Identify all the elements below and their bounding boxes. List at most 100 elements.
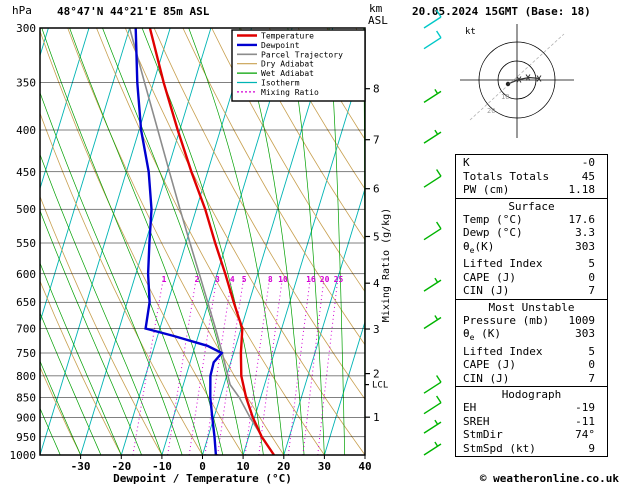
- stat-row: CIN (J) 7: [456, 284, 607, 298]
- altitude-unit-km: km: [369, 2, 383, 15]
- pressure-tick-label: 350: [16, 77, 36, 90]
- wind-barb: [423, 169, 442, 188]
- legend-label: Dry Adiabat: [261, 60, 314, 69]
- wind-barb: [423, 89, 442, 103]
- stat-label: PW (cm): [463, 183, 510, 196]
- stat-value: 3.3: [575, 226, 595, 239]
- legend-label: Mixing Ratio: [261, 88, 319, 97]
- hodograph-unit-label: kt: [465, 27, 476, 37]
- wind-barb: [423, 277, 442, 292]
- altitude-tick-label: 6: [373, 183, 380, 196]
- mixing-ratio-label: 4: [230, 275, 235, 284]
- altitude-tick-label: 3: [373, 323, 380, 336]
- stat-row: CIN (J) 7: [456, 372, 607, 386]
- wind-barb: [423, 129, 442, 144]
- stat-value: 9: [588, 441, 595, 455]
- temperature-tick-label: 40: [358, 460, 371, 473]
- stat-value: 5: [588, 257, 595, 271]
- stat-value: 5: [588, 344, 595, 358]
- altitude-tick-label: 4: [373, 277, 380, 290]
- right-panel: kt 10 20 K -0 Totals Totals 45 PW (cm) 1.18 Su…: [455, 14, 608, 458]
- stat-label: StmDir: [463, 428, 503, 442]
- temperature-tick-label: -10: [152, 460, 172, 473]
- stat-label: SREH: [463, 414, 490, 428]
- stat-row: CAPE (J) 0: [456, 358, 607, 372]
- altitude-tick-label: 7: [373, 134, 380, 147]
- stat-row: Dewp (°C) 3.3: [456, 226, 607, 240]
- temperature-tick-label: 0: [199, 460, 206, 473]
- pressure-tick-label: 850: [16, 391, 36, 404]
- mixing-ratio-axis-title: Mixing Ratio (g/kg): [381, 208, 392, 322]
- stat-label: K: [463, 156, 470, 169]
- wind-barb: [423, 441, 442, 456]
- x-axis-title: Dewpoint / Temperature (°C): [113, 472, 292, 485]
- temperature-tick-label: 30: [318, 460, 331, 473]
- pressure-axis-labels: hPa 300 350 400 450 500 550 600 650 700 750 800 850 9…: [10, 4, 37, 462]
- wind-barb: [423, 30, 442, 50]
- wind-barb: [423, 221, 442, 241]
- wind-barb: [423, 395, 442, 415]
- altitude-tick-label: 2: [373, 368, 380, 381]
- stat-value: 303: [575, 239, 595, 253]
- stats-section-hodograph-title: Hodograph: [501, 388, 562, 402]
- pressure-tick-label: 400: [16, 124, 36, 137]
- legend-label: Temperature: [261, 32, 314, 41]
- stat-row: StmSpd (kt) 9: [456, 442, 607, 456]
- stat-row: Lifted Index 5: [456, 257, 607, 271]
- pressure-tick-label: 300: [16, 22, 36, 35]
- mixing-ratio-label: 16: [306, 275, 316, 284]
- stat-value: 17.6: [568, 212, 596, 226]
- stat-label: Lifted Index: [463, 257, 543, 271]
- wind-barb: [423, 419, 442, 434]
- stat-row: Lifted Index 5: [456, 345, 607, 359]
- pressure-unit-label: hPa: [12, 4, 32, 17]
- stat-row: Pressure (mb) 1009: [456, 314, 607, 328]
- stats-section-indices: K -0 Totals Totals 45 PW (cm) 1.18: [455, 154, 608, 199]
- pressure-tick-label: 500: [16, 203, 36, 216]
- stat-label: Temp (°C): [463, 212, 523, 226]
- wind-barbs: [423, 9, 442, 456]
- temperature-tick-label: -30: [71, 460, 91, 473]
- altitude-tick-label: 8: [373, 83, 380, 96]
- stat-row: CAPE (J) 0: [456, 271, 607, 285]
- stat-value: -0: [581, 156, 595, 169]
- stat-value: 7: [588, 371, 595, 385]
- mixing-ratio-label: 25: [334, 275, 344, 284]
- legend-label: Dewpoint: [261, 41, 300, 50]
- stat-value: 7: [588, 284, 595, 298]
- mixing-ratio-label: 1: [162, 275, 167, 284]
- lcl-label: LCL: [372, 381, 388, 391]
- mixing-ratio-label: 10: [278, 275, 288, 284]
- stat-value: -19: [575, 401, 595, 415]
- mixing-ratio-labels: 1 2 3 4 5 8 10 16 20 25: [162, 275, 344, 284]
- wind-barb: [423, 315, 442, 330]
- stat-label: Dewp (°C): [463, 226, 523, 239]
- temperature-tick-label: 10: [236, 460, 249, 473]
- pressure-tick-label: 750: [16, 347, 36, 360]
- copyright: © weatheronline.co.uk: [479, 472, 619, 485]
- mixing-ratio-label: 3: [215, 275, 220, 284]
- stat-label: CAPE (J): [463, 358, 516, 372]
- temperature-curve: [148, 28, 275, 455]
- legend-label: Parcel Trajectory: [261, 50, 343, 59]
- parcel-trajectory-curve: [128, 28, 275, 455]
- hodograph-ring-outer: [478, 41, 556, 119]
- mixing-ratio-label: 20: [320, 275, 330, 284]
- stat-label: Lifted Index: [463, 344, 543, 358]
- pressure-tick-label: 800: [16, 370, 36, 383]
- mixing-ratio-label: 8: [268, 275, 273, 284]
- wind-barb: [423, 9, 442, 29]
- stat-row: Temp (°C) 17.6: [456, 213, 607, 227]
- stat-row: SREH -11: [456, 415, 607, 429]
- stat-value: 1.18: [568, 183, 596, 196]
- stat-value: 1009: [568, 313, 596, 327]
- pressure-tick-label: 700: [16, 323, 36, 336]
- stats-section-most-unstable: Most Unstable Pressure (mb) 1009 θe (K) 303 L…: [455, 298, 608, 388]
- altitude-tick-label: 1: [373, 411, 380, 424]
- pressure-tick-label: 550: [16, 237, 36, 250]
- stat-label: Totals Totals: [463, 169, 550, 183]
- stat-label: CAPE (J): [463, 270, 516, 284]
- stat-label: CIN (J): [463, 284, 510, 298]
- stat-row: EH -19: [456, 401, 607, 415]
